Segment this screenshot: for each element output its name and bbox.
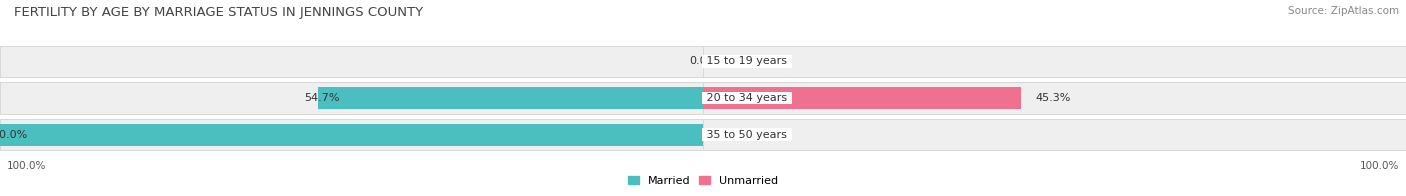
- Legend: Married, Unmarried: Married, Unmarried: [623, 172, 783, 191]
- Text: 20 to 34 years: 20 to 34 years: [703, 93, 790, 103]
- Bar: [703, 46, 1406, 77]
- Text: 0.0%: 0.0%: [689, 56, 717, 66]
- Text: 100.0%: 100.0%: [0, 130, 28, 140]
- Text: 100.0%: 100.0%: [7, 161, 46, 171]
- Bar: [0, 119, 703, 150]
- Text: 54.7%: 54.7%: [304, 93, 340, 103]
- Text: 45.3%: 45.3%: [1035, 93, 1071, 103]
- Text: 0.0%: 0.0%: [717, 56, 745, 66]
- Bar: [703, 83, 1406, 113]
- Bar: [0, 124, 703, 146]
- Bar: [703, 87, 1021, 109]
- Text: 35 to 50 years: 35 to 50 years: [703, 130, 790, 140]
- Bar: [703, 119, 1406, 150]
- Text: FERTILITY BY AGE BY MARRIAGE STATUS IN JENNINGS COUNTY: FERTILITY BY AGE BY MARRIAGE STATUS IN J…: [14, 6, 423, 19]
- Bar: [318, 87, 703, 109]
- Bar: [0, 46, 703, 77]
- Text: 15 to 19 years: 15 to 19 years: [703, 56, 790, 66]
- Bar: [0, 83, 703, 113]
- Text: 0.0%: 0.0%: [717, 130, 745, 140]
- Text: Source: ZipAtlas.com: Source: ZipAtlas.com: [1288, 6, 1399, 16]
- Text: 100.0%: 100.0%: [1360, 161, 1399, 171]
